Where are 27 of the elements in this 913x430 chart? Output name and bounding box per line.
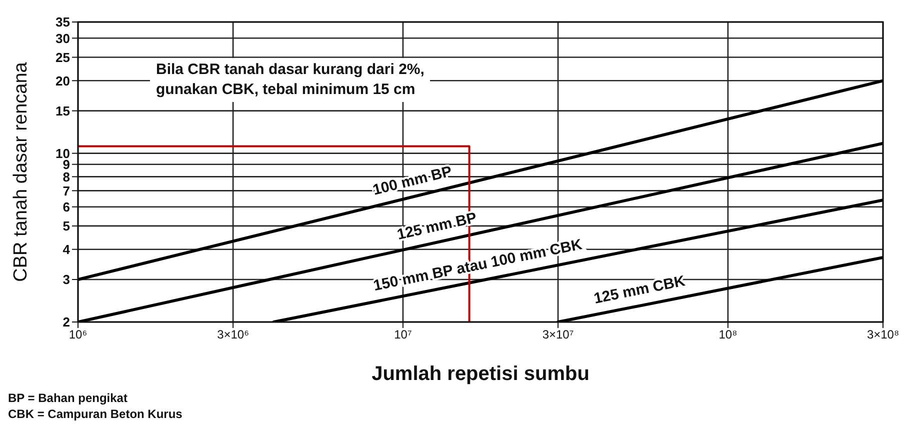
y-tick-label: 6 [62,199,70,214]
y-tick-label: 35 [56,14,70,30]
y-tick-label: 3 [62,272,70,288]
x-tick-label: 3×10⁷ [542,328,574,342]
x-tick-label: 10⁸ [718,328,738,342]
y-tick-label: 5 [62,218,70,234]
y-axis-title: CBR tanah dasar rencana [10,62,32,282]
y-tick-label: 30 [56,30,70,46]
text: 125 mm BP [396,209,478,244]
x-tick-label: 3×10⁶ [217,328,250,342]
text: CBK = Campuran Beton Kurus [8,406,184,422]
text: BP = Bahan pengikat [8,390,128,406]
x-tick-label: 3×10⁸ [866,328,900,342]
y-tick-label: 2 [62,314,70,330]
y-tick-label: 4 [62,242,71,257]
annotation: Bila CBR tanah dasar kurang dari 2%, gunakan CBK, tebal minimum 15 cm [150,58,430,102]
x-axis-title: Jumlah repetisi sumbu [372,363,590,385]
y-tick-label: 10 [56,146,70,161]
y-tick-label: 20 [56,73,70,88]
text: 125 mm CBK [592,272,687,308]
x-tick-label: 10⁶ [68,328,88,342]
x-tick-label: 10⁷ [394,328,412,342]
y-tick-label: 7 [62,183,70,198]
y-tick-label: 8 [62,169,70,184]
text: 100 mm BP [371,162,454,199]
y-tick-label: 15 [56,103,70,118]
y-tick-label: 25 [56,50,70,65]
